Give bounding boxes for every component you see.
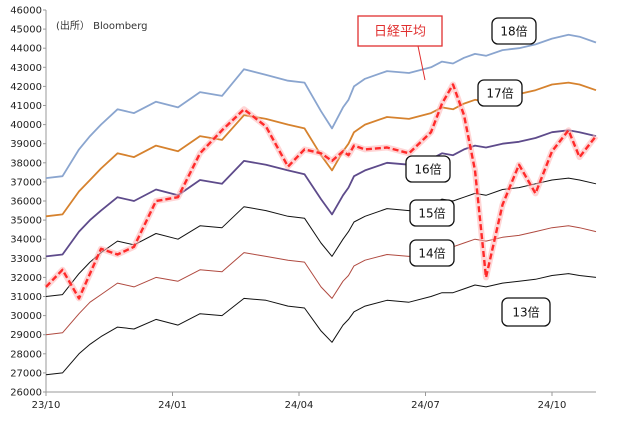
label-box [409, 199, 455, 227]
y-tick-label: 28000 [10, 349, 42, 360]
series-6-glow [43, 81, 599, 302]
x-tick-label: 24/01 [158, 400, 187, 411]
series-0-line [45, 33, 597, 179]
series-6-line [45, 83, 597, 300]
y-tick-label: 46000 [10, 6, 42, 17]
y-tick-label: 38000 [10, 158, 42, 169]
y-tick-label: 33000 [10, 254, 42, 265]
y-tick-label: 39000 [10, 139, 42, 150]
y-tick-label: 30000 [10, 311, 42, 322]
label-1: 17倍 [477, 79, 523, 107]
label-leader-line [417, 45, 426, 81]
label-text: 18倍 [500, 24, 527, 39]
label-5: 13倍 [501, 297, 551, 327]
y-tick-label: 26000 [10, 388, 42, 399]
label-text: 13倍 [512, 305, 539, 320]
label-text: 日経平均 [374, 25, 426, 40]
label-box [491, 17, 537, 45]
label-layer: 18倍 17倍 16倍 15倍 14倍 13倍 日経平均 [357, 15, 551, 327]
y-tick-label: 32000 [10, 273, 42, 284]
label-box [405, 155, 451, 183]
x-tick-label: 24/07 [411, 400, 440, 411]
label-box [501, 297, 551, 327]
label-box [357, 15, 443, 47]
label-4: 14倍 [409, 239, 455, 267]
y-tick-label: 43000 [10, 63, 42, 74]
y-tick-label: 29000 [10, 330, 42, 341]
y-tick-label: 45000 [10, 25, 42, 36]
series-layer [43, 33, 599, 376]
label-text: 17倍 [486, 86, 513, 101]
series-5-line [45, 273, 597, 376]
x-tick-label: 24/10 [538, 400, 567, 411]
series-4-line [45, 225, 597, 336]
y-tick-label: 37000 [10, 177, 42, 188]
y-tick-label: 42000 [10, 82, 42, 93]
label-text: 14倍 [418, 246, 445, 261]
series-2-line [45, 129, 597, 258]
source-note: (出所） Bloomberg [56, 19, 147, 32]
label-text: 15倍 [418, 206, 445, 221]
y-tick-label: 31000 [10, 292, 42, 303]
y-tick-label: 41000 [10, 101, 42, 112]
x-tick-label: 23/10 [32, 400, 61, 411]
x-tick-label: 24/04 [285, 400, 314, 411]
label-box [477, 79, 523, 107]
label-text: 16倍 [414, 162, 441, 177]
series-3-line [45, 177, 597, 297]
y-tick-label: 34000 [10, 235, 42, 246]
x-axis: 23/10 24/01 24/04 24/07 24/10 [32, 392, 567, 411]
y-axis: 26000 27000 28000 29000 30000 31000 32000 33000… [10, 6, 46, 399]
label-2: 16倍 [405, 155, 451, 183]
y-tick-label: 35000 [10, 216, 42, 227]
label-0: 18倍 [491, 17, 537, 45]
y-tick-label: 27000 [10, 368, 42, 379]
label-6: 日経平均 [357, 15, 443, 47]
y-tick-label: 36000 [10, 197, 42, 208]
label-box [409, 239, 455, 267]
y-tick-label: 40000 [10, 120, 42, 131]
plot-area [45, 10, 596, 393]
label-3: 15倍 [409, 199, 455, 227]
y-tick-label: 44000 [10, 44, 42, 55]
